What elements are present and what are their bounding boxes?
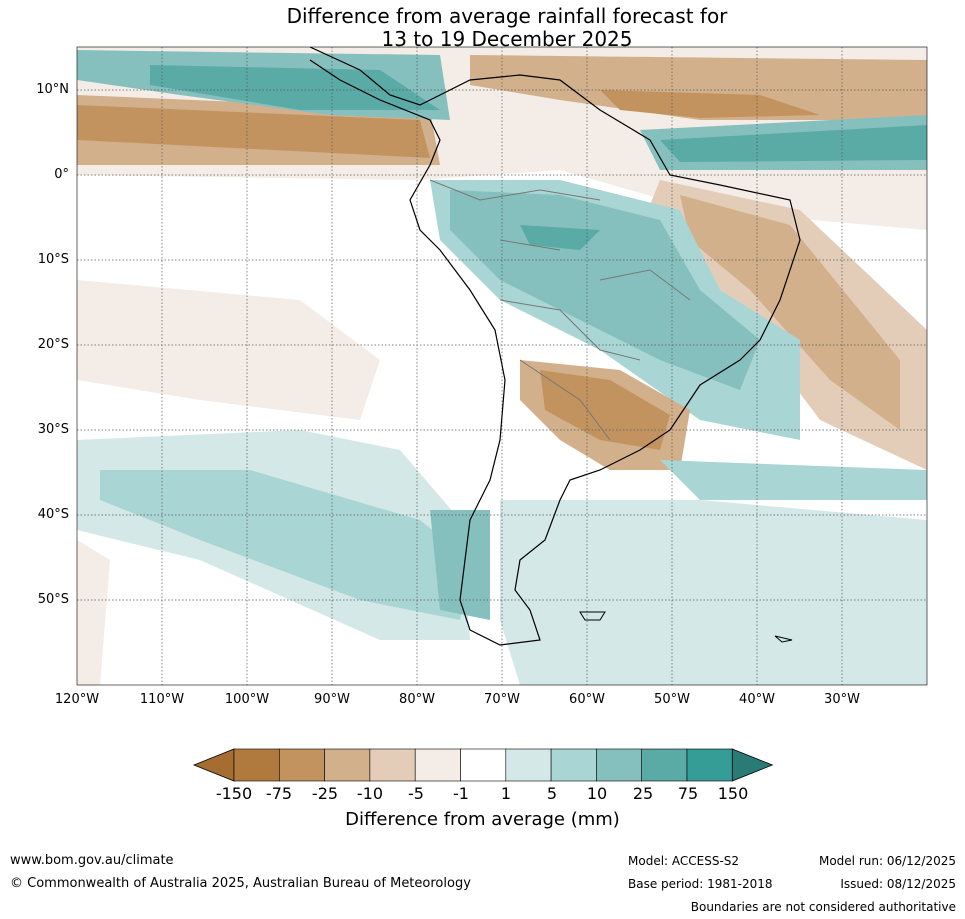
colorbar-swatch	[686, 748, 733, 782]
island	[579, 611, 606, 621]
map-title-line1: Difference from average rainfall forecas…	[286, 4, 728, 28]
colorbar-swatch	[460, 748, 507, 782]
country-borders	[429, 179, 691, 441]
colorbar-tick-label: 5	[546, 784, 558, 803]
colorbar-tick-label: 75	[677, 784, 699, 803]
anomaly-region	[520, 225, 600, 250]
footer-url: www.bom.gov.au/climate	[10, 853, 174, 868]
colorbar-extend-high	[731, 748, 774, 782]
colorbar-extend-low	[192, 748, 235, 782]
lat-label: 10°N	[36, 82, 69, 97]
anomaly-region	[77, 280, 380, 420]
lon-label: 110°W	[139, 692, 185, 707]
footer-model-run: Model run: 06/12/2025	[818, 854, 956, 868]
map-area	[77, 47, 927, 685]
anomaly-region	[470, 55, 927, 120]
lon-label: 100°W	[224, 692, 270, 707]
colorbar	[192, 748, 774, 782]
lon-label: 40°W	[739, 692, 775, 707]
colorbar-tick-label: -1	[453, 784, 469, 803]
lon-label: 120°W	[54, 692, 100, 707]
lon-label: 50°W	[654, 692, 690, 707]
anomaly-region	[77, 105, 430, 158]
footer-copyright: © Commonwealth of Australia 2025, Austra…	[10, 876, 471, 891]
colorbar-tick-label: -25	[311, 784, 339, 803]
lat-label: 50°S	[37, 592, 69, 607]
colorbar-swatch	[369, 748, 416, 782]
lon-label: 60°W	[569, 692, 605, 707]
anomaly-region	[77, 540, 110, 685]
lon-label: 90°W	[314, 692, 350, 707]
anomaly-region	[100, 470, 470, 620]
lon-label: 30°W	[824, 692, 860, 707]
graticule	[77, 47, 927, 685]
colorbar-tick-label: 150	[717, 784, 749, 803]
colorbar-swatch	[641, 748, 688, 782]
colorbar-tick-label: 10	[586, 784, 608, 803]
lat-label: 10°S	[37, 252, 69, 267]
anomaly-region	[680, 195, 900, 430]
colorbar-tick-label: -5	[408, 784, 424, 803]
colorbar-swatch	[278, 748, 325, 782]
colorbar-swatch	[233, 748, 280, 782]
lat-label: 0°	[54, 167, 69, 182]
map-title-line2: 13 to 19 December 2025	[381, 27, 633, 51]
anomaly-region	[660, 460, 927, 500]
colorbar-title: Difference from average (mm)	[345, 809, 620, 830]
lat-label: 40°S	[37, 507, 69, 522]
anomaly-region	[430, 510, 490, 620]
colorbar-tick-label: 1	[500, 784, 512, 803]
anomaly-region	[600, 90, 820, 118]
colorbar-swatch	[596, 748, 643, 782]
footer-issued: Issued: 08/12/2025	[840, 877, 956, 891]
colorbar-swatch	[550, 748, 597, 782]
colorbar-tick-label: -150	[215, 784, 253, 803]
footer-base-period: Base period: 1981-2018	[628, 877, 773, 891]
footer-model: Model: ACCESS-S2	[628, 854, 740, 868]
colorbar-swatch	[324, 748, 371, 782]
colorbar-tick-label: -10	[356, 784, 384, 803]
anomaly-region	[660, 125, 927, 162]
lat-label: 20°S	[37, 337, 69, 352]
island	[774, 635, 793, 643]
lat-label: 30°S	[37, 422, 69, 437]
anomaly-region	[500, 500, 927, 685]
lon-label: 70°W	[484, 692, 520, 707]
colorbar-swatch	[505, 748, 552, 782]
coastline	[309, 47, 801, 646]
colorbar-tick-label: -75	[265, 784, 293, 803]
map-frame	[76, 46, 928, 686]
footer-disclaimer: Boundaries are not considered authoritat…	[690, 900, 956, 914]
colorbar-swatch	[414, 748, 461, 782]
colorbar-tick-label: 25	[632, 784, 654, 803]
lon-label: 80°W	[399, 692, 435, 707]
